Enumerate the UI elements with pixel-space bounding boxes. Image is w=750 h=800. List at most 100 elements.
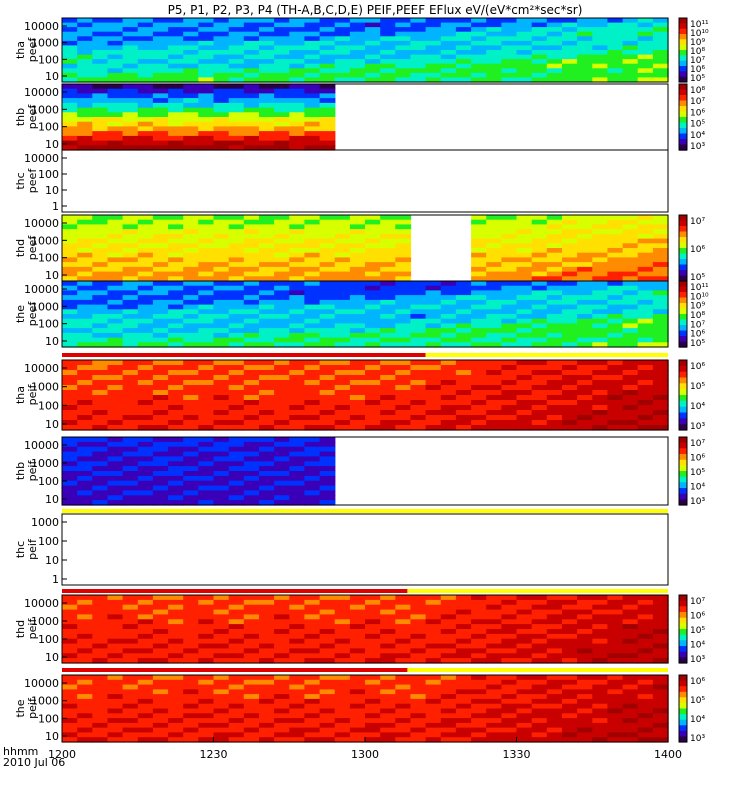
heat-cell [92, 314, 109, 320]
heat-cell [516, 609, 533, 616]
heat-cell [440, 722, 457, 729]
heat-cell [122, 624, 139, 630]
heat-cell [77, 54, 93, 60]
colorbar-frame [678, 280, 688, 348]
heat-cell [501, 229, 518, 235]
colorbar-frame [678, 17, 688, 83]
heat-cell [243, 679, 260, 686]
heat-cell [304, 390, 321, 396]
heat-cell [183, 480, 199, 487]
heat-cell [213, 395, 230, 401]
heat-cell [425, 395, 442, 401]
heat-cell [62, 658, 78, 664]
heat-cell [152, 276, 169, 282]
heat-cell [607, 328, 624, 334]
heat-cell [107, 451, 124, 458]
heat-cell [152, 27, 169, 33]
heat-cell [410, 390, 427, 396]
colorbar-step [679, 397, 687, 402]
heat-cell [243, 737, 260, 743]
heat-cell [304, 309, 321, 315]
heat-cell [62, 461, 78, 467]
heat-cell [183, 342, 199, 348]
heat-cell [92, 31, 109, 37]
heat-cell [62, 45, 78, 51]
heat-cell [304, 117, 321, 123]
heat-cell [319, 395, 336, 401]
heat-cell [546, 219, 563, 225]
heat-cell [152, 285, 169, 291]
heat-cell [62, 629, 78, 635]
heat-cell [168, 304, 184, 310]
heat-cell [152, 102, 169, 109]
heat-cell [546, 599, 563, 606]
heat-cell [107, 304, 124, 310]
heat-cell [380, 266, 396, 273]
heat-cell [395, 718, 412, 724]
heat-cell [183, 45, 199, 51]
heat-cell [622, 36, 639, 42]
heat-cell [562, 638, 578, 645]
heat-cell [213, 614, 230, 620]
heat-cell [213, 713, 230, 719]
heat-cell [274, 390, 290, 396]
heat-cell [152, 290, 169, 296]
heat-cell [334, 624, 351, 630]
y-tick-label: 100 [38, 53, 59, 66]
heat-cell [334, 238, 351, 244]
heat-cell [334, 694, 351, 700]
heat-cell [107, 675, 124, 681]
heat-cell [334, 653, 351, 659]
heat-cell [455, 708, 472, 714]
heat-cell [304, 45, 321, 51]
heat-cell [243, 342, 260, 348]
colorbar-step [679, 654, 687, 658]
panel-ylabel-quantity: peif [26, 697, 39, 719]
heat-cell [168, 689, 184, 695]
heat-cell [183, 684, 199, 690]
heat-cell [198, 727, 215, 733]
heat-cell [637, 323, 654, 329]
heat-cell [107, 140, 124, 146]
date-label: 2010 Jul 06 [3, 756, 65, 769]
heat-cell [213, 121, 230, 127]
heat-cell [259, 102, 275, 109]
heat-cell [455, 318, 472, 324]
heat-cell [183, 500, 199, 506]
heat-cell [122, 490, 139, 496]
heat-cell [259, 604, 275, 611]
heat-cell [471, 689, 487, 695]
y-tick-label: 10 [45, 138, 59, 151]
heat-cell [501, 380, 518, 386]
heat-cell [562, 40, 578, 47]
heat-cell [395, 703, 412, 710]
heat-cell [274, 332, 290, 339]
heat-cell [531, 385, 548, 391]
heat-cell [183, 619, 199, 625]
colorbar-step [679, 677, 687, 682]
colorbar-step [679, 490, 687, 495]
heat-cell [92, 276, 109, 282]
heat-cell [562, 257, 578, 263]
heat-cell [607, 604, 624, 611]
heat-cell [577, 219, 593, 225]
heat-cell [410, 370, 427, 376]
heat-cell [228, 451, 245, 458]
y-tick-label: 1 [52, 200, 59, 213]
heat-cell [122, 604, 139, 611]
heat-cell [304, 98, 321, 104]
panel-frame [61, 436, 669, 506]
heat-cell [107, 380, 124, 386]
heat-cell [168, 375, 184, 381]
heat-cell [546, 299, 563, 306]
heat-cell [365, 332, 381, 339]
colorbar-step [679, 496, 687, 500]
y-tick-label: 1000 [31, 234, 59, 247]
heat-cell [577, 703, 593, 710]
heat-cell [516, 304, 533, 310]
heat-cell [486, 689, 502, 695]
heat-cell [77, 285, 93, 291]
heat-cell [289, 18, 306, 24]
heat-cell [289, 451, 306, 458]
heat-cell [77, 375, 93, 381]
